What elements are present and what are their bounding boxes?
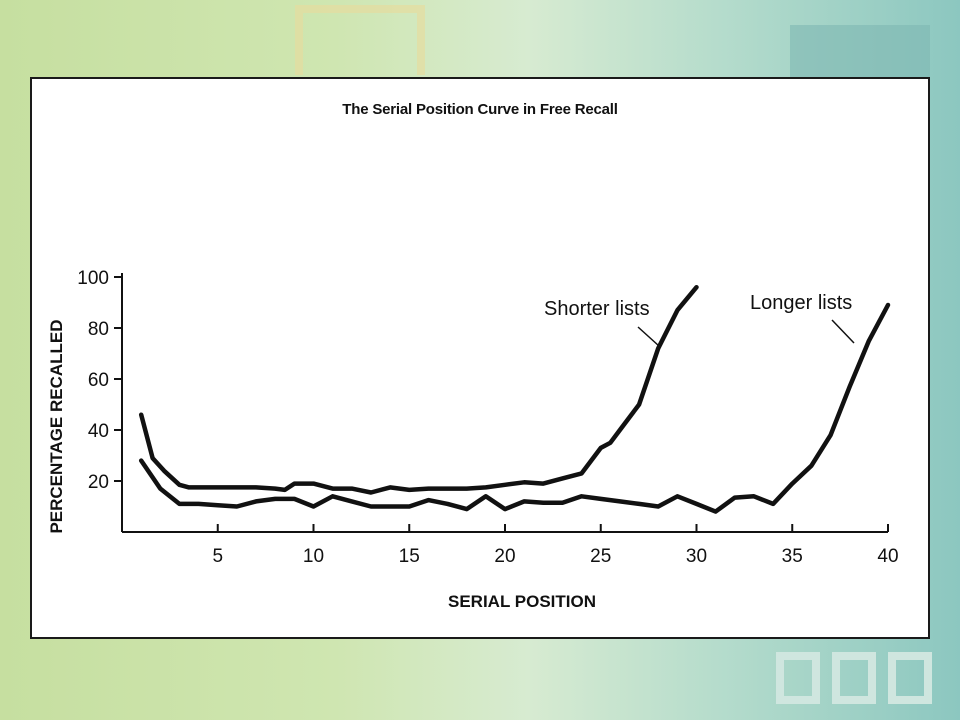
series-line-shorter (138, 284, 699, 495)
bg-square-2 (832, 652, 876, 704)
series-leader-line (831, 319, 855, 344)
y-tick-label: 80 (88, 319, 109, 340)
x-tick-label: 10 (303, 546, 324, 567)
y-tick-label: 100 (77, 268, 109, 289)
series-line-longer (138, 302, 891, 514)
series-label-longer: Longer lists (750, 292, 852, 314)
x-axis-title: SERIAL POSITION (448, 592, 596, 611)
bg-panel-right (790, 25, 930, 77)
x-tick-label: 20 (494, 546, 515, 567)
chart-panel: The Serial Position Curve in Free Recall… (30, 77, 930, 639)
x-tick-label: 15 (399, 546, 420, 567)
x-tick-label: 35 (782, 546, 803, 567)
bg-square-1 (776, 652, 820, 704)
series-label-shorter: Shorter lists (544, 298, 650, 320)
y-tick-label: 40 (88, 421, 109, 442)
x-tick-label: 25 (590, 546, 611, 567)
bg-square-3 (888, 652, 932, 704)
x-tick-label: 30 (686, 546, 707, 567)
y-tick-label: 60 (88, 370, 109, 391)
bg-frame-square-left (295, 5, 425, 75)
serial-position-chart: 20 40 60 80 100 5 10 15 20 25 30 35 40 SERIAL POSITIO… (47, 268, 899, 611)
series-leader-line (637, 326, 660, 347)
y-axis-title: PERCENTAGE RECALLED (47, 319, 66, 533)
chart-title: The Serial Position Curve in Free Recall (342, 101, 618, 118)
y-tick-label: 20 (88, 472, 109, 493)
x-tick-label: 5 (212, 546, 223, 567)
x-tick-label: 40 (877, 546, 898, 567)
